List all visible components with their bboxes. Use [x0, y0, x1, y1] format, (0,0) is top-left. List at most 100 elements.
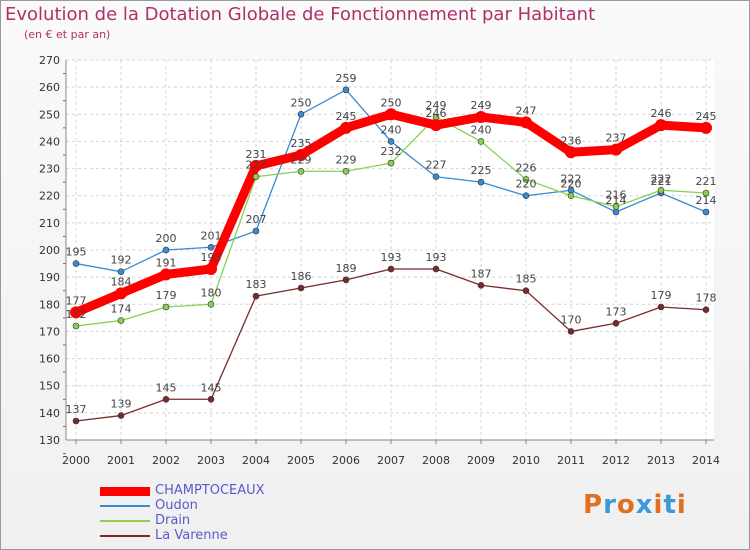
data-label-la-varenne: 178	[696, 292, 717, 305]
point-oudon	[522, 192, 530, 200]
data-label-oudon: 240	[381, 123, 402, 136]
x-tick-label: 2010	[512, 454, 540, 467]
legend-label-champtoceaux: CHAMPTOCEAUX	[155, 483, 265, 498]
point-la-varenne	[612, 319, 620, 327]
point-la-varenne	[567, 328, 575, 335]
data-label-oudon: 214	[696, 194, 717, 207]
data-label-oudon: 221	[651, 175, 672, 188]
point-champtoceaux	[475, 111, 487, 123]
legend-label-drain: Drain	[155, 513, 191, 528]
point-drain	[207, 300, 215, 308]
data-label-champtoceaux: 184	[111, 275, 132, 288]
data-label-oudon: 214	[606, 194, 627, 207]
legend: CHAMPTOCEAUX Oudon Drain La Varenne	[100, 484, 320, 544]
data-label-champtoceaux: 236	[561, 134, 582, 147]
y-tick-label: 160	[39, 353, 60, 366]
data-label-champtoceaux: 231	[246, 148, 267, 161]
point-champtoceaux	[520, 116, 532, 129]
point-oudon	[297, 110, 305, 118]
y-tick-label: 200	[39, 244, 60, 257]
point-la-varenne	[657, 303, 665, 311]
proxiti-logo: Proxiti	[583, 490, 687, 520]
point-drain	[342, 167, 350, 175]
data-label-la-varenne: 187	[471, 267, 492, 280]
legend-swatch-drain	[100, 520, 150, 522]
data-label-oudon: 192	[111, 254, 132, 267]
data-label-la-varenne: 179	[651, 289, 672, 302]
logo-letter: i	[676, 490, 687, 520]
data-label-oudon: 220	[516, 178, 537, 191]
x-tick-label: 2000	[62, 454, 90, 467]
logo-letter: r	[603, 490, 617, 520]
point-la-varenne	[522, 287, 530, 295]
point-drain	[72, 322, 80, 330]
point-champtoceaux	[205, 263, 217, 275]
point-drain	[657, 186, 665, 194]
data-label-champtoceaux: 247	[516, 104, 537, 117]
legend-label-oudon: Oudon	[155, 498, 198, 513]
point-oudon	[252, 227, 260, 235]
logo-letter: o	[616, 490, 636, 520]
x-tick-label: 2011	[557, 454, 585, 467]
point-la-varenne	[207, 395, 215, 403]
legend-swatch-la-varenne	[100, 535, 150, 537]
data-label-drain: 226	[516, 161, 537, 174]
legend-swatch-oudon	[100, 505, 150, 507]
point-drain	[297, 167, 305, 175]
data-label-drain: 227	[246, 159, 267, 172]
x-tick-label: 2001	[107, 454, 135, 467]
point-oudon	[702, 208, 710, 216]
data-label-champtoceaux: 246	[651, 107, 672, 120]
data-label-champtoceaux: 249	[471, 99, 492, 112]
data-label-drain: 229	[336, 153, 357, 166]
x-tick-label: 2012	[602, 454, 630, 467]
point-oudon	[72, 260, 80, 267]
data-label-oudon: 207	[246, 213, 267, 226]
data-label-la-varenne: 145	[156, 381, 177, 394]
x-tick-label: 2013	[647, 454, 675, 467]
point-champtoceaux	[385, 108, 397, 121]
data-label-la-varenne: 185	[516, 273, 537, 286]
point-la-varenne	[432, 265, 440, 273]
data-label-oudon: 259	[336, 72, 357, 85]
point-champtoceaux	[340, 121, 352, 134]
point-la-varenne	[702, 306, 710, 314]
logo-letter: x	[635, 490, 654, 520]
data-label-oudon: 222	[561, 172, 582, 185]
point-champtoceaux	[250, 159, 262, 172]
point-champtoceaux	[610, 143, 622, 156]
data-label-drain: 221	[696, 175, 717, 188]
y-tick-label: 190	[39, 271, 60, 284]
data-label-champtoceaux: 245	[696, 110, 717, 123]
point-champtoceaux	[115, 287, 127, 300]
point-la-varenne	[297, 284, 305, 292]
point-champtoceaux	[430, 119, 442, 132]
x-tick-label: 2008	[422, 454, 450, 467]
legend-swatch-champtoceaux	[100, 487, 150, 496]
data-label-oudon: 225	[471, 164, 492, 177]
data-label-drain: 240	[471, 123, 492, 136]
data-label-la-varenne: 186	[291, 270, 312, 283]
y-tick-label: 230	[39, 163, 60, 176]
data-label-drain: 172	[66, 308, 87, 321]
data-label-oudon: 195	[66, 246, 87, 259]
chart-subtitle: (en € et par an)	[24, 28, 111, 41]
logo-letter: P	[583, 490, 604, 520]
point-oudon	[207, 243, 215, 251]
point-champtoceaux	[160, 268, 172, 281]
data-label-drain: 222	[651, 172, 672, 185]
point-drain	[477, 138, 485, 145]
data-label-drain: 232	[381, 145, 402, 158]
y-tick-label: 240	[39, 135, 60, 148]
y-tick-label: 210	[39, 217, 60, 230]
logo-letter: t	[663, 490, 677, 520]
point-drain	[162, 303, 170, 311]
point-oudon	[342, 86, 350, 94]
data-label-la-varenne: 145	[201, 381, 222, 394]
point-la-varenne	[342, 276, 350, 284]
point-champtoceaux	[655, 119, 667, 132]
data-label-la-varenne: 170	[561, 313, 582, 326]
x-tick-label: 2004	[242, 454, 270, 467]
y-tick-label: 140	[39, 407, 60, 420]
